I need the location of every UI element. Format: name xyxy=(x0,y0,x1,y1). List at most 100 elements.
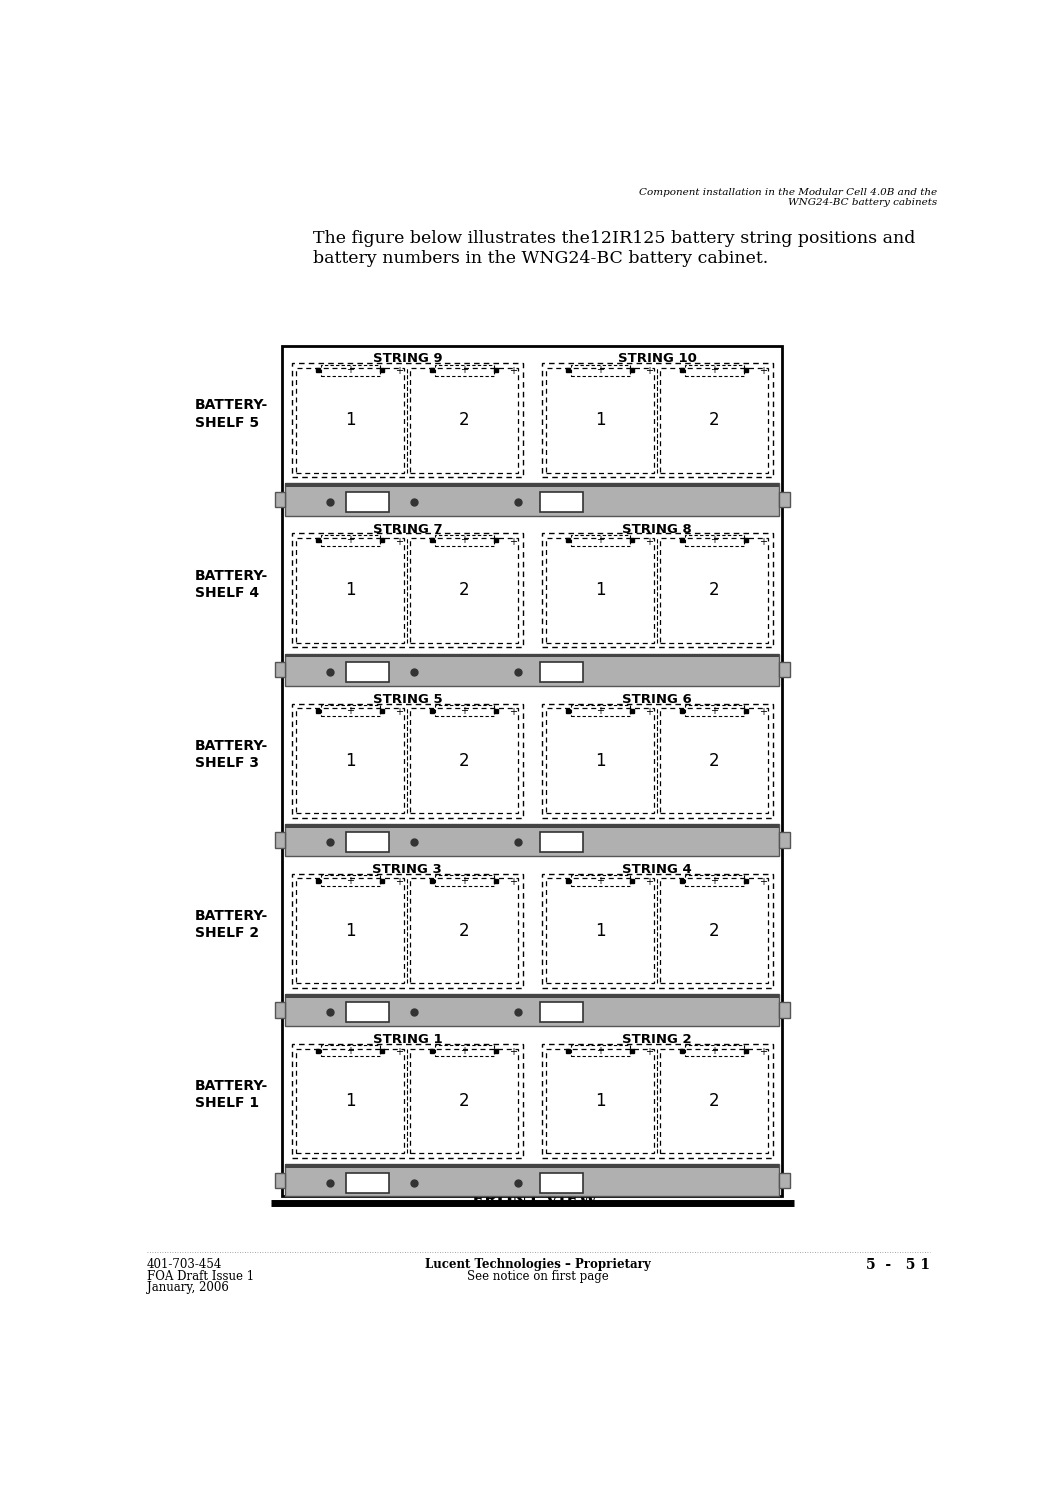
Bar xyxy=(542,704,773,818)
Bar xyxy=(275,1173,286,1188)
Text: +: + xyxy=(509,537,517,546)
Text: 2: 2 xyxy=(459,582,469,600)
Text: STRING 9: STRING 9 xyxy=(373,352,442,366)
Bar xyxy=(286,824,779,828)
Text: +: + xyxy=(460,876,468,885)
Text: +: + xyxy=(346,364,354,375)
Text: 1: 1 xyxy=(595,411,606,429)
Bar xyxy=(275,662,286,678)
Text: 2: 2 xyxy=(709,752,719,770)
Text: +: + xyxy=(346,705,354,716)
Text: +: + xyxy=(645,878,653,886)
Text: +: + xyxy=(596,536,604,546)
Bar xyxy=(685,1046,744,1056)
Bar xyxy=(411,538,519,644)
Bar xyxy=(542,534,773,648)
Text: 2: 2 xyxy=(459,921,469,939)
Text: +: + xyxy=(759,878,766,886)
Bar xyxy=(296,879,404,983)
Bar xyxy=(660,708,769,813)
Text: +: + xyxy=(460,705,468,716)
Text: BATTERY-
SHELF 1: BATTERY- SHELF 1 xyxy=(195,1078,269,1110)
Bar xyxy=(286,654,779,657)
Bar xyxy=(540,833,583,852)
Bar xyxy=(546,1048,654,1154)
Bar xyxy=(292,363,523,477)
Bar xyxy=(542,363,773,477)
Text: +: + xyxy=(711,536,718,546)
Text: +: + xyxy=(596,705,604,716)
Bar xyxy=(660,538,769,644)
Text: 1: 1 xyxy=(345,752,356,770)
Text: +: + xyxy=(509,878,517,886)
Bar xyxy=(546,708,654,813)
Bar xyxy=(275,833,286,848)
Bar xyxy=(296,368,404,472)
Bar xyxy=(282,345,782,1197)
Bar xyxy=(660,879,769,983)
Text: +: + xyxy=(395,366,403,376)
Text: +: + xyxy=(395,537,403,546)
Text: 1: 1 xyxy=(595,582,606,600)
Bar xyxy=(540,492,583,512)
Text: +: + xyxy=(460,1046,468,1056)
Text: +: + xyxy=(596,1046,604,1056)
Text: +: + xyxy=(645,1047,653,1058)
Text: +: + xyxy=(509,366,517,376)
Text: Lucent Technologies – Proprietary: Lucent Technologies – Proprietary xyxy=(425,1258,651,1270)
Bar xyxy=(685,705,744,716)
Text: 2: 2 xyxy=(459,752,469,770)
Bar xyxy=(345,662,388,682)
Bar xyxy=(411,708,519,813)
Text: 5  -   5 1: 5 - 5 1 xyxy=(865,1258,929,1272)
Bar xyxy=(286,483,779,516)
Bar xyxy=(570,536,630,546)
Bar xyxy=(411,1048,519,1154)
Bar xyxy=(540,662,583,682)
Bar xyxy=(320,536,380,546)
Text: +: + xyxy=(346,1046,354,1056)
Text: +: + xyxy=(460,536,468,546)
Text: Component installation in the Modular Cell 4.0B and the
WNG24-BC battery cabinet: Component installation in the Modular Ce… xyxy=(639,188,938,207)
Text: +: + xyxy=(645,706,653,717)
Text: January, 2006: January, 2006 xyxy=(147,1281,229,1294)
Bar xyxy=(292,704,523,818)
Bar xyxy=(435,536,495,546)
Text: STRING 1: STRING 1 xyxy=(373,1034,442,1046)
Text: +: + xyxy=(346,536,354,546)
Text: 2: 2 xyxy=(709,1092,719,1110)
Text: STRING 6: STRING 6 xyxy=(623,693,692,706)
Bar xyxy=(570,876,630,886)
Text: +: + xyxy=(596,364,604,375)
Bar xyxy=(540,1173,583,1192)
Bar xyxy=(779,1002,790,1019)
Bar xyxy=(345,492,388,512)
Bar xyxy=(660,368,769,472)
Bar xyxy=(685,536,744,546)
Text: BATTERY-
SHELF 3: BATTERY- SHELF 3 xyxy=(195,740,269,770)
Text: 2: 2 xyxy=(459,411,469,429)
Text: +: + xyxy=(395,1047,403,1058)
Text: 2: 2 xyxy=(709,921,719,939)
Bar xyxy=(345,1002,388,1023)
Text: STRING 5: STRING 5 xyxy=(373,693,442,706)
Text: 1: 1 xyxy=(345,411,356,429)
Text: STRING 4: STRING 4 xyxy=(623,862,692,876)
Bar xyxy=(286,1164,779,1197)
Bar xyxy=(779,833,790,848)
Text: 1: 1 xyxy=(345,582,356,600)
Bar xyxy=(660,1048,769,1154)
Text: 1: 1 xyxy=(595,752,606,770)
Bar xyxy=(411,879,519,983)
Text: FRONT VIEW: FRONT VIEW xyxy=(471,1192,597,1209)
Text: STRING 8: STRING 8 xyxy=(623,522,692,536)
Text: +: + xyxy=(711,705,718,716)
Bar xyxy=(779,1173,790,1188)
Bar xyxy=(292,874,523,987)
Bar xyxy=(275,1002,286,1019)
Text: See notice on first page: See notice on first page xyxy=(467,1269,609,1282)
Bar xyxy=(779,492,790,507)
Bar xyxy=(320,876,380,886)
Bar xyxy=(570,1046,630,1056)
Text: +: + xyxy=(711,1046,718,1056)
